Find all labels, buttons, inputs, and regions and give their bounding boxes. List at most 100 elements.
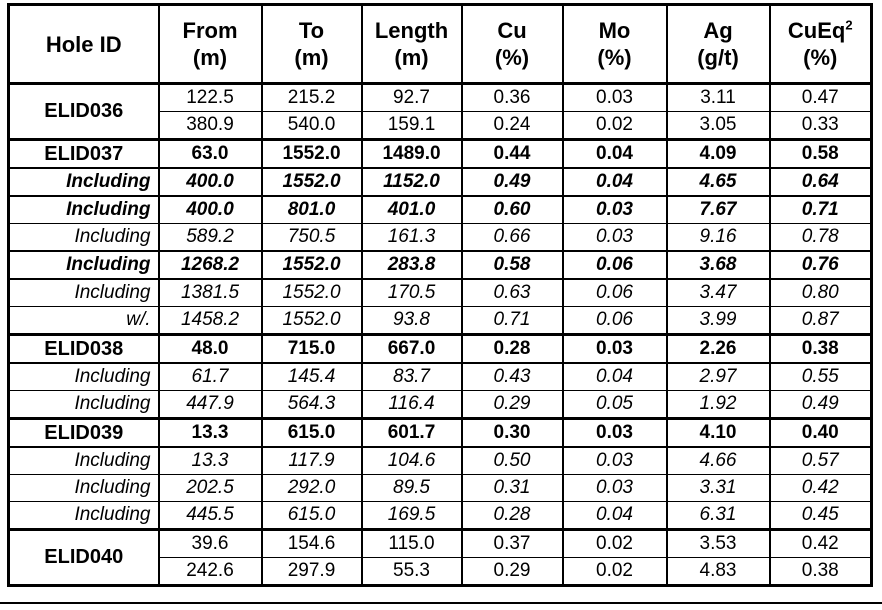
value-cell: 0.04 xyxy=(561,138,668,168)
value-cell: 0.04 xyxy=(561,501,668,530)
value-cell: 589.2 xyxy=(157,223,263,251)
value-cell: 117.9 xyxy=(260,446,363,475)
column-title: Length xyxy=(374,18,449,43)
value-cell: 3.11 xyxy=(665,82,771,112)
column-title: From xyxy=(182,18,238,43)
value-cell: 0.55 xyxy=(768,362,873,391)
value-cell: 3.05 xyxy=(665,111,771,140)
value-cell: 0.02 xyxy=(561,557,668,586)
value-cell: 3.31 xyxy=(665,474,771,502)
value-cell: 0.28 xyxy=(460,501,564,530)
value-cell: 4.66 xyxy=(665,446,771,475)
value-cell: 0.03 xyxy=(561,333,668,363)
value-cell: 0.36 xyxy=(460,82,564,112)
value-cell: 0.63 xyxy=(460,278,564,307)
hole-id-cell: Including xyxy=(7,362,160,391)
column-header-cu: Cu (%) xyxy=(460,4,564,85)
value-cell: 715.0 xyxy=(260,333,363,363)
value-cell: 0.38 xyxy=(768,557,873,586)
value-cell: 0.31 xyxy=(460,474,564,502)
column-header-mo: Mo (%) xyxy=(561,4,668,85)
column-title: Mo xyxy=(598,18,631,43)
column-header-hole-id: Hole ID xyxy=(7,4,160,85)
column-title: CuEq2 xyxy=(787,17,853,43)
value-cell: 0.76 xyxy=(768,250,873,279)
value-cell: 104.6 xyxy=(360,446,463,475)
value-cell: 2.97 xyxy=(665,362,771,391)
value-cell: 63.0 xyxy=(157,138,263,168)
value-cell: 1552.0 xyxy=(260,278,363,307)
column-header-from: From (m) xyxy=(157,4,263,85)
value-cell: 615.0 xyxy=(260,417,363,447)
value-cell: 1152.0 xyxy=(360,167,463,196)
hole-id-cell: Including xyxy=(7,501,160,530)
value-cell: 4.10 xyxy=(665,417,771,447)
value-cell: 1552.0 xyxy=(260,167,363,196)
hole-id-cell: Including xyxy=(7,250,160,279)
column-title: To xyxy=(298,18,325,43)
value-cell: 540.0 xyxy=(260,111,363,140)
table-row: Including 447.9 564.3 116.4 0.29 0.05 1.92 0.49 xyxy=(7,390,873,419)
value-cell: 4.65 xyxy=(665,167,771,196)
value-cell: 380.9 xyxy=(157,111,263,140)
value-cell: 0.80 xyxy=(768,278,873,307)
value-cell: 4.83 xyxy=(665,557,771,586)
value-cell: 283.8 xyxy=(360,250,463,279)
value-cell: 55.3 xyxy=(360,557,463,586)
table-row: ELID038 48.0 715.0 667.0 0.28 0.03 2.26 0.38 xyxy=(7,333,873,363)
value-cell: 0.40 xyxy=(768,417,873,447)
value-cell: 1552.0 xyxy=(260,138,363,168)
value-cell: 2.26 xyxy=(665,333,771,363)
column-unit: (m) xyxy=(192,45,228,70)
value-cell: 0.37 xyxy=(460,528,564,558)
hole-id-cell: ELID038 xyxy=(7,333,160,363)
column-unit: (%) xyxy=(597,45,632,70)
value-cell: 202.5 xyxy=(157,474,263,502)
value-cell: 215.2 xyxy=(260,82,363,112)
value-cell: 3.99 xyxy=(665,306,771,335)
value-cell: 0.02 xyxy=(561,528,668,558)
value-cell: 169.5 xyxy=(360,501,463,530)
value-cell: 1552.0 xyxy=(260,250,363,279)
column-header-to: To (m) xyxy=(260,4,363,85)
value-cell: 145.4 xyxy=(260,362,363,391)
value-cell: 89.5 xyxy=(360,474,463,502)
value-cell: 0.71 xyxy=(460,306,564,335)
table-row: 242.6 297.9 55.3 0.29 0.02 4.83 0.38 xyxy=(9,557,873,586)
value-cell: 3.68 xyxy=(665,250,771,279)
value-cell: 0.47 xyxy=(768,82,873,112)
value-cell: 601.7 xyxy=(360,417,463,447)
value-cell: 0.29 xyxy=(460,390,564,419)
value-cell: 0.33 xyxy=(768,111,873,140)
page-bottom-rule xyxy=(0,602,882,604)
value-cell: 3.47 xyxy=(665,278,771,307)
column-unit: (%) xyxy=(803,45,838,70)
value-cell: 0.28 xyxy=(460,333,564,363)
value-cell: 0.03 xyxy=(561,474,668,502)
value-cell: 0.87 xyxy=(768,306,873,335)
value-cell: 0.71 xyxy=(768,195,873,224)
hole-id-cell: ELID040 xyxy=(7,528,160,586)
table-row: ELID040 39.6 154.6 115.0 0.37 0.02 3.53 0.42 xyxy=(7,528,873,586)
table-row: ELID037 63.0 1552.0 1489.0 0.44 0.04 4.09 0.58 xyxy=(7,138,873,168)
column-unit: (g/t) xyxy=(697,45,739,70)
value-cell: 170.5 xyxy=(360,278,463,307)
value-cell: 0.03 xyxy=(561,82,668,112)
column-title: Cu xyxy=(497,18,527,43)
hole-id-cell: Including xyxy=(7,474,160,502)
value-cell: 0.60 xyxy=(460,195,564,224)
value-cell: 0.03 xyxy=(561,223,668,251)
value-cell: 92.7 xyxy=(360,82,463,112)
value-cell: 0.64 xyxy=(768,167,873,196)
value-cell: 0.42 xyxy=(768,528,873,558)
value-cell: 0.06 xyxy=(561,306,668,335)
table-row: ELID036 122.5 215.2 92.7 0.36 0.03 3.11 0.47 xyxy=(7,82,873,140)
hole-id-cell: Including xyxy=(7,446,160,475)
value-cell: 400.0 xyxy=(157,167,263,196)
value-cell: 0.29 xyxy=(460,557,564,586)
value-cell: 93.8 xyxy=(360,306,463,335)
table-row: Including 13.3 117.9 104.6 0.50 0.03 4.66 0.57 xyxy=(7,446,873,475)
value-cell: 0.49 xyxy=(768,390,873,419)
value-cell: 0.05 xyxy=(561,390,668,419)
hole-id-cell: w/. xyxy=(7,306,160,335)
